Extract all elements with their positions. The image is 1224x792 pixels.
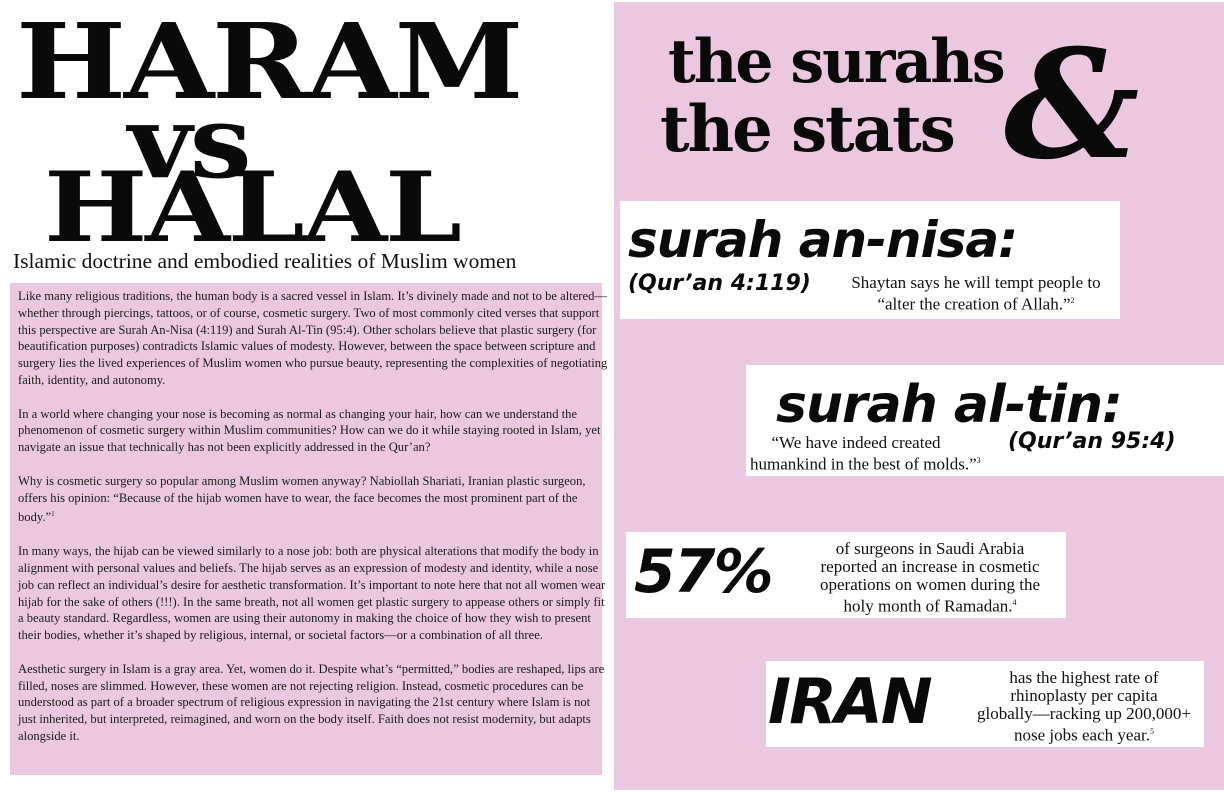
subtitle: Islamic doctrine and embodied realities … — [13, 249, 517, 273]
footnote-4: 4 — [1012, 598, 1017, 607]
stat-iran-line4-wrap: nose jobs each year.5 — [968, 723, 1200, 745]
card-an-nisa-text-line2: “alter the creation of Allah.” — [877, 294, 1071, 314]
paragraph-1: Like many religious traditions, the huma… — [18, 289, 608, 387]
stat-57-percent: 57% — [634, 537, 774, 607]
stat-57-line4: holy month of Ramadan. — [843, 596, 1013, 616]
headline-halal: HALAL — [44, 151, 462, 264]
stat-iran-text: has the highest rate of rhinoplasty per … — [968, 669, 1200, 745]
card-al-tin-text-line1: “We have indeed created — [771, 433, 941, 452]
card-stat-iran: IRAN has the highest rate of rhinoplasty… — [766, 661, 1204, 747]
footnote-3: 3 — [976, 456, 981, 465]
footnote-1: 1 — [51, 510, 55, 519]
stat-57-line2: reported an increase in cosmetic — [820, 557, 1040, 576]
card-al-tin-reference: (Qur’an 95:4) — [1008, 429, 1176, 454]
title-stats: the stats — [660, 92, 956, 167]
paragraph-5: Aesthetic surgery in Islam is a gray are… — [18, 661, 605, 743]
stat-iran-line1: has the highest rate of — [1009, 668, 1159, 687]
left-page: HARAM vs HALAL Islamic doctrine and embo… — [10, 0, 608, 775]
card-al-tin-heading: surah al-tin: — [776, 375, 1123, 435]
card-an-nisa-text-line1: Shaytan says he will tempt people to — [851, 273, 1101, 292]
footnote-5: 5 — [1149, 727, 1154, 736]
card-stat-57-percent: 57% of surgeons in Saudi Arabia reported… — [626, 532, 1066, 618]
card-al-tin-text-line2: humankind in the best of molds.” — [750, 454, 977, 474]
card-an-nisa-text: Shaytan says he will tempt people to “al… — [838, 274, 1114, 314]
paragraph-2: In a world where changing your nose is b… — [18, 406, 601, 455]
title-surahs: the surahs — [668, 27, 1006, 97]
stat-iran-line4: nose jobs each year. — [1014, 725, 1150, 745]
stat-iran-line2: rhinoplasty per capita — [1010, 686, 1158, 705]
headline-vs: vs — [128, 83, 252, 201]
ampersand: & — [1004, 17, 1140, 193]
card-al-tin-text: “We have indeed created humankind in the… — [750, 433, 981, 474]
card-an-nisa-text-line2-wrap: “alter the creation of Allah.”2 — [838, 292, 1114, 314]
article-body: Like many religious traditions, the huma… — [10, 283, 607, 775]
card-an-nisa-heading: surah an-nisa: — [628, 211, 1018, 269]
stat-57-text: of surgeons in Saudi Arabia reported an … — [802, 540, 1058, 616]
card-surah-al-tin: surah al-tin: “We have indeed created hu… — [746, 365, 1224, 476]
stat-iran: IRAN — [768, 665, 933, 738]
stat-57-line1: of surgeons in Saudi Arabia — [835, 539, 1025, 558]
headline-haram: HARAM — [16, 0, 524, 123]
paragraph-3: Why is cosmetic surgery so popular among… — [18, 473, 608, 527]
card-surah-an-nisa: surah an-nisa: (Qur’an 4:119) Shaytan sa… — [620, 201, 1120, 319]
paragraph-4: In many ways, the hijab can be viewed si… — [18, 544, 606, 643]
footnote-2: 2 — [1070, 296, 1075, 305]
card-an-nisa-reference: (Qur’an 4:119) — [628, 271, 811, 296]
stat-57-line4-wrap: holy month of Ramadan.4 — [802, 594, 1058, 616]
card-al-tin-text-line2-wrap: humankind in the best of molds.”3 — [750, 452, 981, 474]
right-page: the surahs the stats & surah an-nisa: (Q… — [612, 0, 1224, 792]
paragraph-3-text: Why is cosmetic surgery so popular among… — [18, 473, 586, 525]
stat-iran-line3: globally—racking up 200,000+ — [976, 704, 1192, 723]
stat-57-line3: operations on women during the — [819, 575, 1040, 594]
